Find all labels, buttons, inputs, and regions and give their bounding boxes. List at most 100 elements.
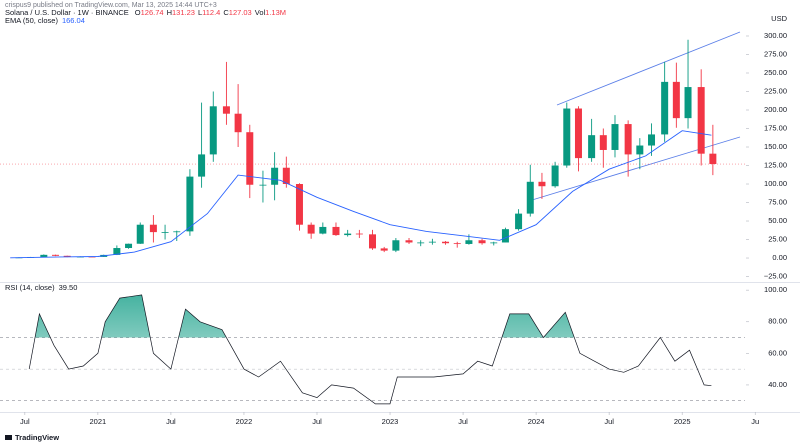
candle-body (661, 81, 669, 135)
candle-body (478, 240, 486, 244)
candle-body (52, 254, 60, 256)
x-tick-label: 2024 (528, 417, 545, 426)
candle-body (465, 240, 473, 244)
y-tick-label: 300.00 (764, 31, 787, 40)
ohlc-value: 127.03 (229, 8, 252, 17)
candle-body (453, 243, 461, 245)
candle-body (538, 181, 546, 187)
candle-body (392, 240, 400, 251)
x-tick-label: Jul (604, 417, 614, 426)
candle-body (209, 106, 217, 155)
y-tick-label: 100.00 (764, 285, 787, 294)
candle-body (40, 254, 48, 257)
candle-body (405, 240, 413, 243)
candle-body (563, 108, 571, 166)
ohlc-key: L (198, 8, 202, 17)
candle-body (136, 224, 144, 244)
y-tick-label: 275.00 (764, 49, 787, 58)
candle-body (551, 165, 559, 187)
candle-body (282, 167, 290, 185)
ema-value: 166.04 (62, 16, 85, 25)
candle-body (611, 124, 619, 150)
candle-body (332, 226, 340, 236)
rsi-name: RSI (14, close) (5, 283, 55, 292)
y-tick-label: 50.00 (768, 216, 787, 225)
candle-body (319, 226, 327, 234)
ema-legend: EMA (50, close) 166.04 (5, 16, 85, 25)
candle-body (222, 106, 230, 114)
candle-body (648, 134, 656, 146)
y-tick-label: 75.00 (768, 197, 787, 206)
candle-body (697, 87, 705, 154)
candle-body (515, 213, 523, 230)
candle-body (501, 229, 509, 243)
candle-body (234, 113, 242, 133)
candle-body (380, 248, 388, 251)
candle-body (186, 176, 194, 232)
y-tick-label: 200.00 (764, 105, 787, 114)
y-tick-label: 40.00 (768, 380, 787, 389)
candle-body (369, 234, 376, 249)
candle-body (599, 135, 607, 150)
candle-body (173, 231, 181, 233)
y-tick-label: 250.00 (764, 68, 787, 77)
candle-body (355, 233, 363, 235)
channel-lower-trendline (531, 136, 741, 201)
ema-name: EMA (50, close) (5, 16, 58, 25)
x-tick-label: Ju (751, 417, 759, 426)
brand-logo (5, 435, 12, 440)
x-tick-label: 2021 (90, 417, 107, 426)
y-tick-label: 175.00 (764, 123, 787, 132)
x-tick-label: Jul (20, 417, 30, 426)
candle-body (526, 181, 534, 214)
candle-body (624, 124, 632, 155)
candle-body (246, 132, 254, 185)
candle-body (344, 233, 352, 236)
candle-body (417, 242, 425, 244)
y-tick-label: 80.00 (768, 317, 787, 326)
candle-body (307, 224, 315, 234)
ohlc-key: O (135, 8, 141, 17)
candle-body (428, 241, 436, 243)
rsi-value: 39.50 (59, 283, 78, 292)
candle-body (442, 241, 450, 244)
currency-label: USD (771, 14, 787, 23)
rsi-legend: RSI (14, close) 39.50 (5, 283, 77, 292)
x-tick-label: Jul (312, 417, 322, 426)
candle-body (684, 87, 692, 119)
candle-body (149, 224, 157, 233)
candle-body (588, 135, 596, 159)
y-tick-label: 25.00 (768, 235, 787, 244)
candle-body (63, 255, 71, 257)
ohlc-value: 112.4 (202, 8, 220, 17)
y-tick-label: 225.00 (764, 86, 787, 95)
ema-line (10, 130, 712, 259)
ohlc-key: C (223, 8, 229, 17)
x-tick-label: Jul (166, 417, 176, 426)
x-tick-label: 2025 (674, 417, 691, 426)
symbol-legend: Solana / U.S. Dollar · 1W · BINANCE O126.… (5, 8, 286, 17)
candle-body (490, 242, 498, 244)
candle-body (574, 108, 582, 159)
candle-body (672, 81, 680, 119)
candle-body (295, 184, 303, 225)
candle-body (636, 145, 644, 155)
candle-body (198, 154, 206, 177)
ohlc-value: 126.74 (141, 8, 164, 17)
published-note: crispus9 published on TradingView.com, M… (5, 2, 217, 9)
x-tick-label: Jul (458, 417, 468, 426)
candle-body (259, 184, 267, 186)
symbol-title: Solana / U.S. Dollar · 1W · BINANCE (5, 8, 129, 17)
rsi-overbought-fill (29, 294, 712, 338)
candle-body (113, 248, 121, 255)
brand-name: TradingView (15, 433, 59, 442)
y-tick-label: 150.00 (764, 142, 787, 151)
ohlc-value: 131.23 (172, 8, 195, 17)
y-tick-label: 60.00 (768, 348, 787, 357)
y-tick-label: 0.00 (772, 253, 787, 262)
ohlc-key: Vol (255, 8, 266, 17)
channel-upper-trendline (556, 31, 741, 106)
y-tick-label: −25.00 (764, 272, 787, 281)
